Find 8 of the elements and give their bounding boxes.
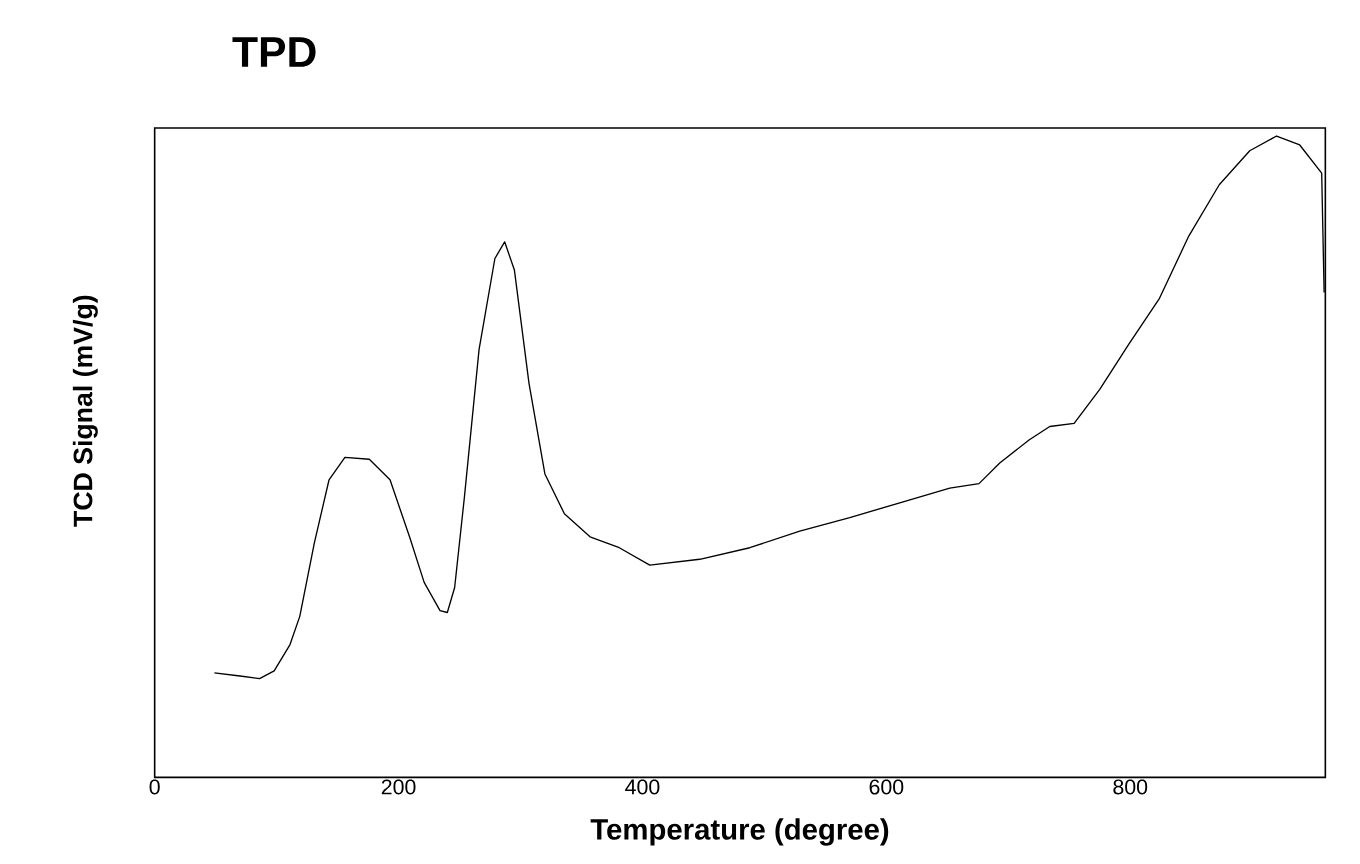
x-tick-label: 0 [149,779,160,795]
x-tick-label: 800 [1113,779,1148,795]
x-axis-title: Temperature (degree) [590,818,889,846]
x-tick-label: 200 [381,779,416,795]
chart-title: TPD [232,37,316,67]
x-tick-label: 400 [625,779,660,795]
x-tick-label: 600 [869,779,904,795]
y-axis-title: TCD Signal (mV/g) [72,295,98,527]
